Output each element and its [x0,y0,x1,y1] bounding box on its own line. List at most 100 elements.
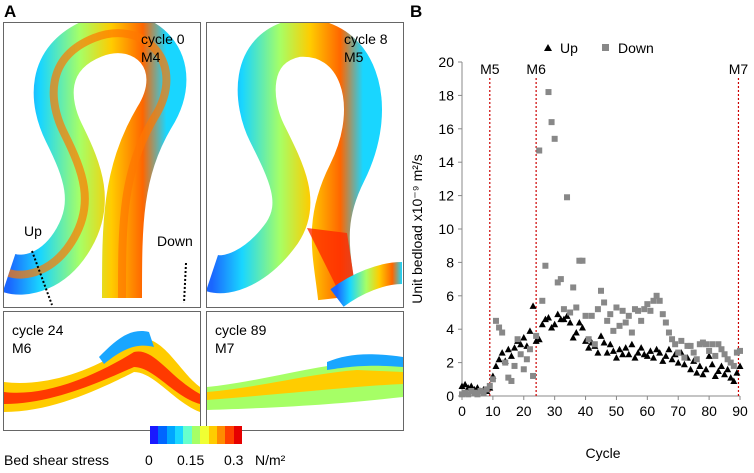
down-data-point [733,349,740,356]
down-data-point [718,346,725,353]
x-tick-label: 60 [640,403,656,419]
down-data-point [576,257,583,264]
down-data-point [721,351,728,358]
up-data-point [696,362,704,369]
up-data-point [705,352,713,359]
down-data-point [489,376,496,383]
down-data-point [560,306,567,313]
up-data-point [714,367,722,374]
up-data-point [616,345,624,353]
y-tick-label: 8 [446,254,454,270]
down-data-point [588,312,595,319]
meander-plot-cycle-0 [4,23,187,306]
up-data-point [492,362,500,369]
down-data-point [669,336,676,343]
down-data-point [465,391,472,398]
y-tick-label: 18 [438,87,454,103]
x-axis-label: Cycle [585,445,620,461]
down-data-point [554,279,561,286]
down-data-point [712,352,719,359]
colorbar-segment [150,426,159,444]
down-data-point [486,382,493,389]
up-data-point [631,354,639,361]
down-data-point [699,339,706,346]
up-data-point [575,319,583,326]
up-data-point [603,349,611,356]
up-data-point [520,334,528,341]
up-data-point [594,349,602,356]
up-data-point [690,357,698,364]
model-marker-label: M7 [729,61,748,77]
up-data-point [582,337,590,344]
map-model-label: M6 [12,340,32,356]
colorbar-tick-mid: 0.15 [177,452,205,468]
up-data-point [646,347,654,354]
down-data-point [579,257,586,264]
down-data-point [665,329,672,336]
down-data-point [724,356,731,363]
up-data-point [665,345,673,353]
up-data-point [609,347,617,354]
y-axis-label: Unit bedload x10⁻⁹ m²/s [409,154,425,304]
up-data-point [554,310,562,318]
up-data-point [680,360,688,368]
down-data-point [656,297,663,304]
up-data-point [721,370,729,378]
colorbar-unit: N/m² [255,452,286,468]
down-data-point [570,284,577,291]
x-tick-label: 0 [458,403,466,419]
up-data-point [563,312,571,319]
y-tick-label: 2 [446,355,454,371]
colorbar-segment [158,426,167,444]
map-cycle-label: cycle 89 [215,322,267,338]
down-data-point [471,389,478,396]
down-data-point [635,307,642,314]
section-label-down: Down [157,233,193,249]
down-data-point [496,324,503,331]
colorbar-segment [233,426,242,444]
shear-map-cycle-0: cycle 0 M4 Up Down [3,22,201,308]
down-data-point [545,89,552,96]
down-data-point [536,147,543,154]
map-model-label: M4 [141,49,161,65]
up-data-point [461,380,469,388]
down-data-point [619,307,626,314]
down-data-point [647,307,654,314]
down-data-point [675,349,682,356]
model-marker-label: M6 [526,61,546,77]
colorbar-segment [208,426,217,444]
model-marker-label: M5 [480,61,500,77]
up-data-point [628,340,636,348]
down-data-point [678,337,685,344]
colorbar-segment [216,426,226,444]
up-data-point [619,350,627,358]
down-data-point [477,387,484,394]
down-data-point [659,311,666,318]
down-data-point [693,356,700,363]
down-data-point [706,347,713,354]
down-data-point [520,366,527,373]
down-data-point [533,332,540,339]
y-tick-label: 6 [446,288,454,304]
down-data-point [610,327,617,334]
shear-map-cycle-89: cycle 89 M7 [206,311,404,431]
up-data-point [597,332,605,339]
down-data-point [687,342,694,349]
up-data-point [643,352,651,359]
x-tick-label: 70 [670,403,686,419]
down-data-point [681,354,688,361]
down-data-point [530,372,537,379]
meander-plot-cycle-89 [207,354,403,410]
shear-map-cycle-8: cycle 8 M5 [206,22,404,308]
y-tick-label: 10 [438,221,454,237]
map-model-label: M5 [344,49,364,65]
up-data-point [498,349,506,356]
down-data-point [690,349,697,356]
up-data-point [544,314,552,321]
down-data-point [696,341,703,348]
up-data-point [507,352,515,359]
down-data-point [616,322,623,329]
up-data-point [622,344,630,351]
up-data-point [687,365,695,373]
up-data-point [662,352,670,359]
